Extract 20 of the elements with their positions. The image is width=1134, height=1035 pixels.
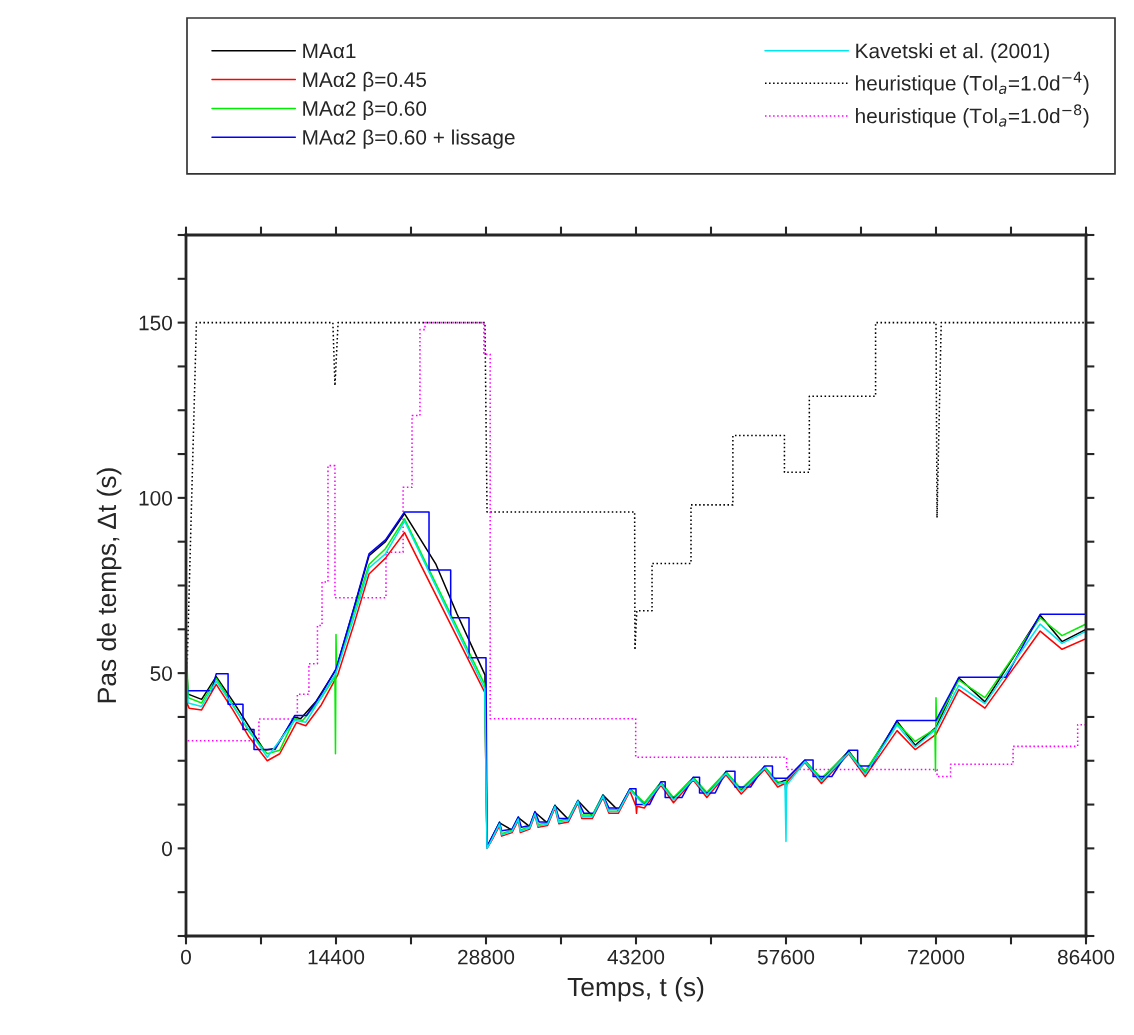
x-tick-label: 0 — [181, 949, 191, 965]
x-tick-label: 72000 — [908, 949, 965, 965]
legend-label: MAα2 β=0.60 + lissage — [303, 129, 515, 149]
y-tick-label: 0 — [162, 841, 172, 857]
x-tick-label: 86400 — [1057, 949, 1115, 965]
x-tick-label: 43200 — [607, 949, 665, 965]
legend-label: MAα2 β=0.45 — [303, 71, 427, 92]
legend-label: heuristique (Tol$_{a}$=1.0d$^{−4}$) — [856, 71, 1089, 95]
legend-label: MAα1 — [303, 43, 356, 59]
legend-label: Kavetski et al. (2001) — [856, 43, 1049, 63]
y-tick-label: 150 — [139, 315, 172, 331]
legend-label: MAα2 β=0.60 — [303, 100, 427, 121]
y-axis-title: Pas de temps, Δt (s) — [96, 468, 122, 703]
y-tick-label: 100 — [139, 490, 172, 506]
legend-label: heuristique (Tol$_{a}$=1.0d$^{−8}$) — [856, 104, 1089, 128]
x-tick-label: 14400 — [308, 949, 365, 965]
x-tick-label: 28800 — [458, 949, 515, 965]
y-tick-label: 50 — [150, 666, 172, 681]
x-tick-label: 57600 — [757, 949, 815, 965]
x-axis-title: Temps, t (s) — [567, 976, 704, 1002]
